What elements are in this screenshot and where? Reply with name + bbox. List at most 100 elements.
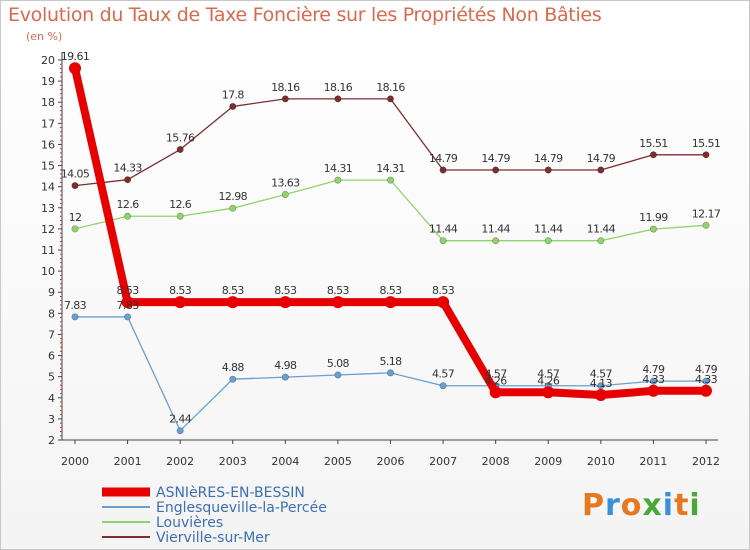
y-tick-label: 14 xyxy=(41,181,55,194)
data-point xyxy=(386,369,394,377)
data-point xyxy=(229,102,237,110)
logo-letter: i xyxy=(689,488,701,523)
y-tick-label: 5 xyxy=(48,371,55,384)
data-label: 11.99 xyxy=(639,211,668,224)
data-point xyxy=(281,190,289,198)
data-label: 4.26 xyxy=(485,374,508,387)
y-tick-label: 16 xyxy=(41,138,55,151)
data-point xyxy=(542,386,555,399)
data-point xyxy=(176,212,184,220)
logo-letter: i xyxy=(662,488,675,523)
data-point xyxy=(649,377,657,385)
data-point xyxy=(229,204,237,212)
data-point xyxy=(492,166,500,174)
x-tick-label: 2002 xyxy=(166,455,194,468)
data-label: 17.8 xyxy=(222,88,245,101)
x-tick-label: 2001 xyxy=(114,455,142,468)
x-tick-label: 2005 xyxy=(324,455,352,468)
data-label: 14.33 xyxy=(113,162,142,175)
unit-label: (en %) xyxy=(26,30,63,43)
data-label: 8.53 xyxy=(379,284,402,297)
data-point xyxy=(702,151,710,159)
data-label: 11.44 xyxy=(429,223,458,236)
legend-label: Englesqueville-la-Percée xyxy=(156,500,327,516)
data-label: 4.57 xyxy=(485,368,508,381)
y-tick-label: 18 xyxy=(41,96,55,109)
data-label: 12.98 xyxy=(219,190,248,203)
y-tick-label: 10 xyxy=(41,265,55,278)
data-point xyxy=(71,313,79,321)
x-tick-label: 2008 xyxy=(482,455,510,468)
data-label: 15.76 xyxy=(166,132,195,145)
legend-label: Louvières xyxy=(156,515,223,531)
data-point xyxy=(176,146,184,154)
data-label: 8.53 xyxy=(117,284,140,297)
data-point xyxy=(176,427,184,435)
data-label: 4.79 xyxy=(642,363,665,376)
data-point xyxy=(331,296,344,309)
y-tick-label: 4 xyxy=(48,392,55,405)
y-tick-label: 6 xyxy=(48,350,55,363)
data-point xyxy=(174,296,187,309)
x-tick-label: 2010 xyxy=(587,455,615,468)
data-point xyxy=(597,237,605,245)
data-point xyxy=(702,377,710,385)
x-tick-label: 2006 xyxy=(377,455,405,468)
data-label: 14.79 xyxy=(481,152,510,165)
data-label: 11.44 xyxy=(481,223,510,236)
data-point xyxy=(544,237,552,245)
data-label: 14.79 xyxy=(587,152,616,165)
data-label: 4.79 xyxy=(695,363,718,376)
x-tick-label: 2011 xyxy=(639,455,667,468)
chart-title: Evolution du Taux de Taxe Foncière sur l… xyxy=(8,4,602,26)
data-label: 18.16 xyxy=(376,81,405,94)
data-label: 8.53 xyxy=(432,284,455,297)
data-label: 11.44 xyxy=(534,223,563,236)
data-point xyxy=(702,221,710,229)
data-label: 8.53 xyxy=(169,284,192,297)
y-tick-label: 19 xyxy=(41,75,55,88)
legend-label: ASNIèRES-EN-BESSIN xyxy=(156,485,305,501)
data-point xyxy=(279,296,292,309)
data-point xyxy=(647,384,660,397)
data-point xyxy=(649,225,657,233)
data-point xyxy=(281,373,289,381)
data-label: 12.6 xyxy=(117,198,140,211)
data-label: 4.57 xyxy=(590,368,613,381)
data-label: 12.17 xyxy=(692,207,721,220)
data-label: 14.79 xyxy=(429,152,458,165)
data-point xyxy=(649,151,657,159)
data-label: 18.16 xyxy=(271,81,300,94)
data-point xyxy=(71,225,79,233)
data-label: 4.57 xyxy=(432,368,455,381)
data-label: 14.79 xyxy=(534,152,563,165)
data-label: 5.18 xyxy=(379,355,402,368)
data-point xyxy=(439,166,447,174)
x-tick-label: 2003 xyxy=(219,455,247,468)
data-point xyxy=(229,375,237,383)
data-point xyxy=(544,166,552,174)
data-point xyxy=(124,176,132,184)
data-point xyxy=(386,176,394,184)
data-point xyxy=(71,182,79,190)
data-label: 4.13 xyxy=(590,377,613,390)
data-point xyxy=(334,176,342,184)
data-label: 8.53 xyxy=(222,284,245,297)
y-tick-label: 7 xyxy=(48,328,55,341)
data-label: 18.16 xyxy=(324,81,353,94)
x-tick-label: 2012 xyxy=(692,455,720,468)
data-point xyxy=(492,237,500,245)
data-point xyxy=(121,296,134,309)
data-point xyxy=(439,382,447,390)
data-label: 15.51 xyxy=(639,137,668,150)
data-label: 13.63 xyxy=(271,176,300,189)
data-label: 4.26 xyxy=(537,374,560,387)
y-tick-label: 3 xyxy=(48,413,55,426)
data-label: 4.88 xyxy=(222,361,245,374)
data-point xyxy=(124,313,132,321)
y-tick-label: 8 xyxy=(48,307,55,320)
data-point xyxy=(594,389,607,402)
data-point xyxy=(334,371,342,379)
y-tick-label: 12 xyxy=(41,223,55,236)
